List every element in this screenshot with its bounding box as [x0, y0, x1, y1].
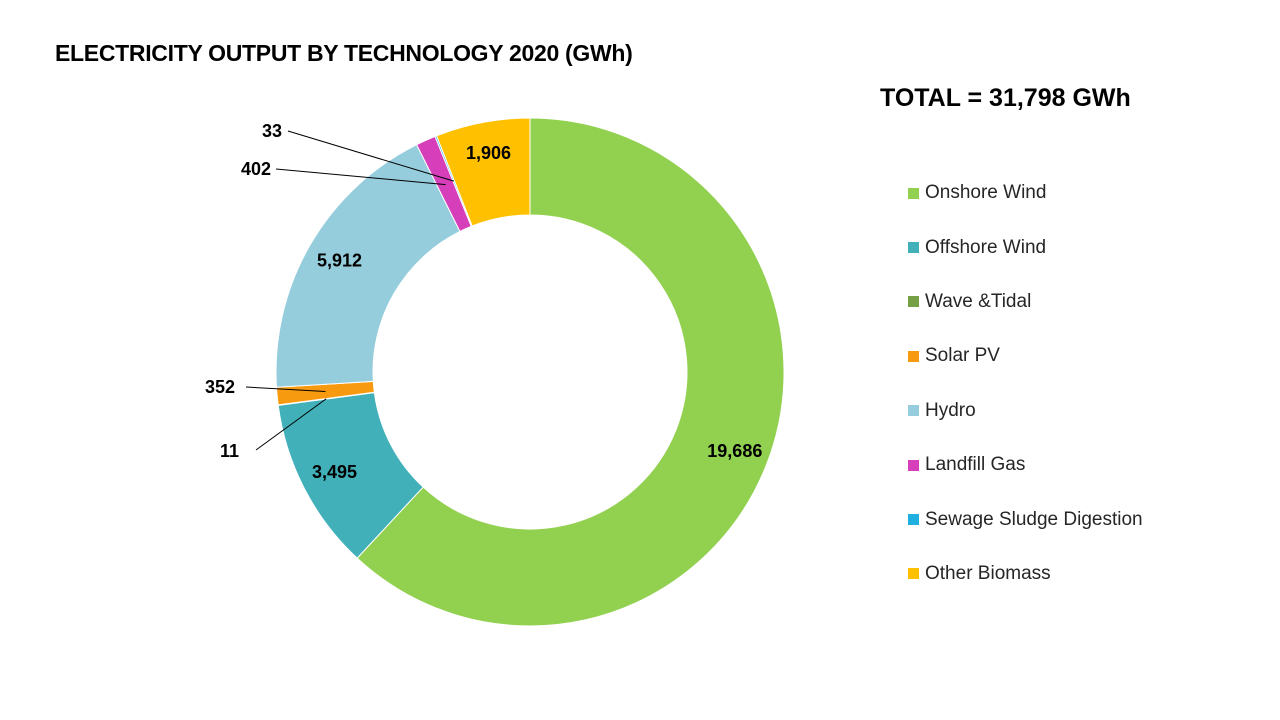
- legend-label-onshore-wind: Onshore Wind: [925, 182, 1047, 204]
- leader-lines: [245, 130, 454, 451]
- slice-hydro: [275, 144, 461, 388]
- legend-swatch-solar-pv: [908, 350, 919, 362]
- leader-line-landfill-gas: [275, 168, 446, 186]
- legend-label-landfill-gas: Landfill Gas: [925, 454, 1026, 476]
- legend-item-onshore-wind: Onshore Wind: [908, 166, 1143, 220]
- legend-label-other-biomass: Other Biomass: [925, 562, 1051, 584]
- legend-item-sewage-sludge-digestion: Sewage Sludge Digestion: [908, 492, 1143, 546]
- slice-other-biomass: [435, 117, 531, 227]
- legend-swatch-other-biomass: [908, 568, 919, 580]
- data-label-other-biomass: 1,906: [466, 143, 511, 163]
- legend: Onshore Wind Offshore Wind Wave &Tidal S…: [908, 166, 1143, 601]
- data-label-hydro: 5,912: [317, 251, 362, 271]
- legend-item-other-biomass: Other Biomass: [908, 547, 1143, 601]
- legend-item-offshore-wind: Offshore Wind: [908, 220, 1143, 274]
- leader-line-wave-tidal: [255, 398, 327, 451]
- leader-line-solar-pv: [245, 386, 326, 392]
- legend-label-offshore-wind: Offshore Wind: [925, 236, 1047, 258]
- legend-swatch-onshore-wind: [908, 187, 919, 199]
- legend-item-wave-tidal: Wave &Tidal: [908, 275, 1143, 329]
- legend-swatch-hydro: [908, 405, 919, 417]
- leader-line-sewage-sludge-digestion: [287, 130, 454, 182]
- legend-swatch-sewage-sludge-digestion: [908, 514, 919, 526]
- data-label-offshore-wind: 3,495: [312, 462, 357, 482]
- data-label-wave-tidal: 11: [220, 441, 239, 461]
- chart-title: ELECTRICITY OUTPUT BY TECHNOLOGY 2020 (G…: [55, 40, 633, 66]
- slice-onshore-wind: [356, 117, 785, 627]
- legend-item-hydro: Hydro: [908, 384, 1143, 438]
- legend-item-landfill-gas: Landfill Gas: [908, 438, 1143, 492]
- data-label-onshore-wind: 19,686: [707, 441, 762, 461]
- total-label: TOTAL = 31,798 GWh: [880, 84, 1131, 112]
- data-label-sewage-sludge-digestion: 33: [262, 121, 282, 141]
- legend-label-sewage-sludge-digestion: Sewage Sludge Digestion: [925, 508, 1143, 530]
- data-label-solar-pv: 352: [205, 377, 235, 397]
- legend-swatch-landfill-gas: [908, 459, 919, 471]
- legend-item-solar-pv: Solar PV: [908, 329, 1143, 383]
- legend-swatch-wave-tidal: [908, 296, 919, 308]
- legend-label-wave-tidal: Wave &Tidal: [925, 290, 1032, 312]
- donut-slices: [275, 117, 785, 627]
- data-labels: 19,686 3,495 11 352 5,912 402 33 1,906: [205, 121, 762, 482]
- data-label-landfill-gas: 402: [241, 159, 271, 179]
- legend-swatch-offshore-wind: [908, 242, 919, 254]
- legend-label-solar-pv: Solar PV: [925, 345, 1000, 367]
- legend-label-hydro: Hydro: [925, 399, 976, 421]
